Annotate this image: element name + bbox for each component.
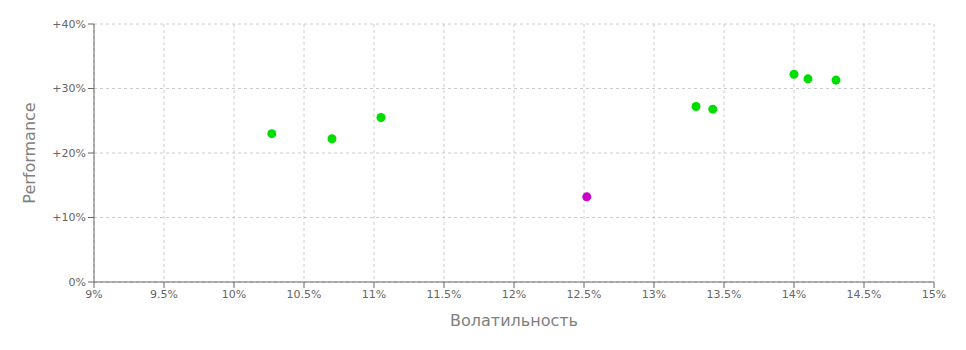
svg-text:13%: 13%	[642, 288, 666, 301]
svg-text:12.5%: 12.5%	[567, 288, 602, 301]
svg-text:+40%: +40%	[52, 18, 86, 31]
svg-text:+30%: +30%	[52, 82, 86, 95]
svg-text:0%: 0%	[69, 276, 86, 289]
svg-text:9.5%: 9.5%	[150, 288, 178, 301]
svg-text:14%: 14%	[782, 288, 806, 301]
svg-text:12%: 12%	[502, 288, 526, 301]
svg-text:9%: 9%	[85, 288, 102, 301]
svg-text:13.5%: 13.5%	[707, 288, 742, 301]
svg-text:11.5%: 11.5%	[427, 288, 462, 301]
svg-text:11%: 11%	[362, 288, 386, 301]
svg-text:10%: 10%	[222, 288, 246, 301]
svg-text:Performance: Performance	[20, 102, 39, 203]
svg-text:+10%: +10%	[52, 211, 86, 224]
svg-text:10.5%: 10.5%	[287, 288, 322, 301]
svg-text:14.5%: 14.5%	[847, 288, 882, 301]
svg-text:+20%: +20%	[52, 147, 86, 160]
svg-text:15%: 15%	[922, 288, 946, 301]
svg-text:Волатильность: Волатильность	[450, 311, 578, 330]
